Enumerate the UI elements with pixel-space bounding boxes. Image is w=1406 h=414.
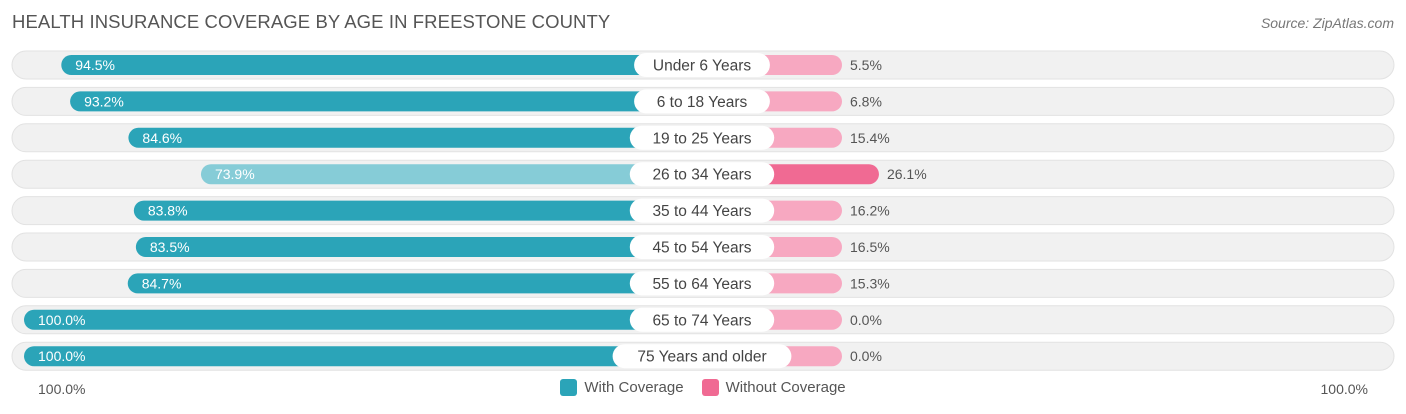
value-label-with-coverage-6: 83.5% bbox=[150, 239, 190, 255]
value-label-with-coverage-7: 84.7% bbox=[142, 275, 182, 291]
value-label-without-coverage-1: 5.5% bbox=[850, 57, 882, 73]
value-label-without-coverage-5: 16.2% bbox=[850, 203, 890, 219]
bar-with-coverage-9 bbox=[24, 346, 702, 367]
category-pill-3 bbox=[629, 125, 775, 150]
value-label-without-coverage-6: 16.5% bbox=[850, 239, 890, 255]
category-label-5: 35 to 44 Years bbox=[652, 203, 751, 220]
bar-with-coverage-7 bbox=[127, 273, 702, 294]
value-label-with-coverage-5: 83.8% bbox=[148, 203, 188, 219]
bar-with-coverage-8 bbox=[24, 309, 702, 330]
value-label-with-coverage-2: 93.2% bbox=[84, 93, 124, 109]
bar-with-coverage-5 bbox=[133, 200, 702, 221]
category-pill-4 bbox=[629, 162, 775, 187]
category-pill-6 bbox=[629, 235, 775, 259]
category-pill-7 bbox=[629, 271, 775, 296]
value-label-without-coverage-4: 26.1% bbox=[887, 166, 927, 182]
chart-title: HEALTH INSURANCE COVERAGE BY AGE IN FREE… bbox=[12, 11, 611, 32]
value-label-with-coverage-9: 100.0% bbox=[38, 348, 85, 364]
bar-with-coverage-4 bbox=[200, 164, 702, 185]
coverage-chart: 94.5% 5.5% Under 6 Years 93.2% 6.8% 6 to 18 Y… bbox=[11, 50, 1395, 371]
bar-with-coverage-1 bbox=[61, 55, 703, 75]
legend-swatch-with-coverage bbox=[560, 379, 578, 396]
source-label: Source: ZipAtlas.com bbox=[1260, 15, 1394, 31]
legend-item-with-coverage: With Coverage bbox=[560, 379, 684, 396]
legend-label-without-coverage: Without Coverage bbox=[725, 379, 846, 396]
category-pill-2 bbox=[634, 89, 770, 114]
value-label-with-coverage-3: 84.6% bbox=[142, 130, 182, 146]
category-label-2: 6 to 18 Years bbox=[657, 94, 748, 111]
category-pill-9 bbox=[612, 344, 792, 369]
category-label-4: 26 to 34 Years bbox=[652, 167, 751, 184]
value-label-without-coverage-2: 6.8% bbox=[850, 93, 882, 109]
category-label-7: 55 to 64 Years bbox=[652, 276, 751, 293]
category-pill-1 bbox=[634, 53, 770, 77]
bar-with-coverage-2 bbox=[70, 91, 702, 112]
value-label-without-coverage-9: 0.0% bbox=[850, 348, 882, 364]
value-label-without-coverage-3: 15.4% bbox=[850, 130, 890, 146]
value-label-without-coverage-7: 15.3% bbox=[850, 275, 890, 291]
value-label-with-coverage-4: 73.9% bbox=[215, 166, 255, 182]
category-pill-8 bbox=[629, 307, 775, 332]
category-label-3: 19 to 25 Years bbox=[652, 130, 751, 147]
legend: With Coverage Without Coverage bbox=[0, 379, 1406, 396]
value-label-with-coverage-1: 94.5% bbox=[75, 57, 115, 73]
value-label-with-coverage-8: 100.0% bbox=[38, 312, 85, 328]
legend-item-without-coverage: Without Coverage bbox=[701, 379, 846, 396]
category-label-9: 75 Years and older bbox=[637, 349, 766, 366]
value-label-without-coverage-8: 0.0% bbox=[850, 312, 882, 328]
axis-left-label: 100.0% bbox=[38, 381, 86, 397]
category-label-1: Under 6 Years bbox=[653, 58, 751, 75]
legend-label-with-coverage: With Coverage bbox=[584, 379, 684, 396]
category-label-6: 45 to 54 Years bbox=[652, 240, 751, 257]
bar-with-coverage-6 bbox=[135, 237, 702, 257]
legend-swatch-without-coverage bbox=[701, 379, 719, 396]
bar-with-coverage-3 bbox=[128, 127, 703, 148]
axis-right-label: 100.0% bbox=[1320, 381, 1368, 397]
category-label-8: 65 to 74 Years bbox=[652, 312, 751, 329]
category-pill-5 bbox=[629, 198, 775, 223]
